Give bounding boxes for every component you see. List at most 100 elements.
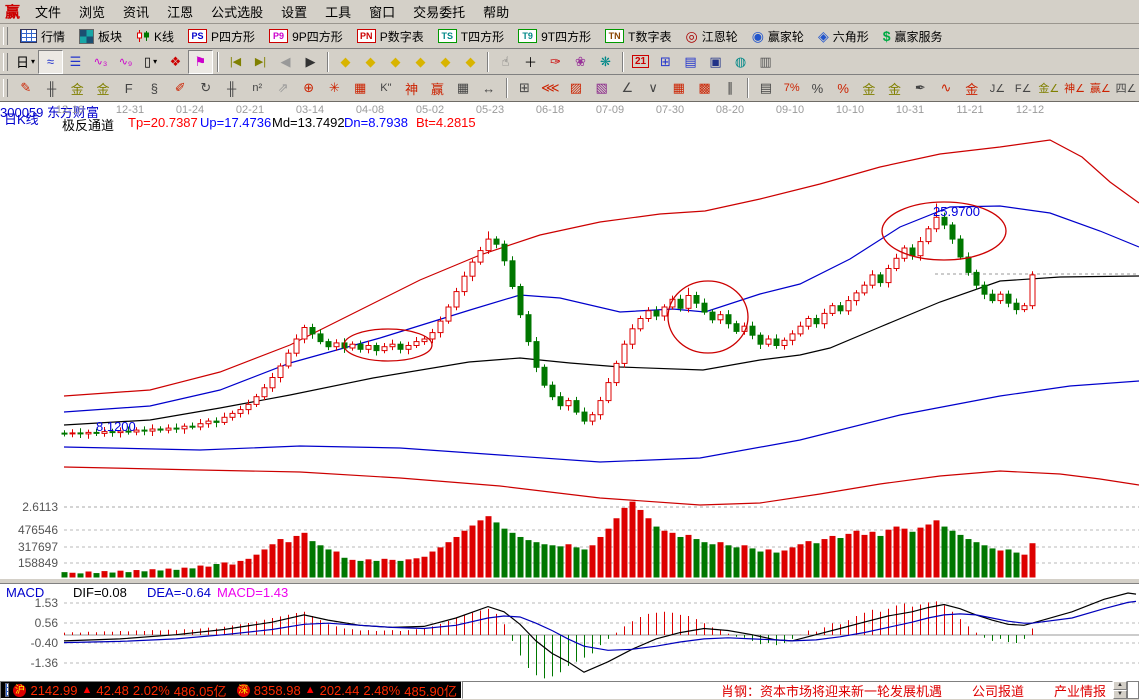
time-circle-tool[interactable]: ↻: [193, 76, 219, 100]
menu-3[interactable]: 江恩: [167, 5, 194, 20]
k-mark-tool[interactable]: K": [373, 76, 399, 100]
fan-box2-tool[interactable]: ▧: [589, 76, 615, 100]
red-grid-tool[interactable]: ▦: [347, 76, 373, 100]
grid-a-tool[interactable]: ▦: [666, 76, 692, 100]
t-square-button[interactable]: TS T四方形: [431, 26, 511, 47]
pct7-tool[interactable]: 7%: [779, 76, 805, 100]
distribution-tool[interactable]: ▤: [753, 76, 779, 100]
winner-wheel-button[interactable]: ◉ 赢家轮: [745, 26, 811, 47]
prev-button[interactable]: ◀: [273, 50, 298, 74]
angle-lines-tool[interactable]: ∠: [615, 76, 641, 100]
p9-square-button[interactable]: P9 9P四方形: [262, 26, 350, 47]
news-headline[interactable]: 肖钢：资本市场将迎来新一轮发展机遇: [720, 683, 942, 699]
gold-red-tool[interactable]: 金: [959, 76, 985, 100]
num-grid-tool[interactable]: ▦: [450, 76, 476, 100]
pen-ruler-tool[interactable]: ✐: [167, 76, 193, 100]
fan-tool[interactable]: ⋘: [537, 76, 563, 100]
four-angle-tool[interactable]: 四∠: [1113, 76, 1139, 100]
news-link-company[interactable]: 公司报道: [971, 683, 1024, 699]
go-last-button[interactable]: ▶|: [248, 50, 273, 74]
wave-9-button[interactable]: ∿₉: [113, 50, 138, 74]
notepad-button[interactable]: ▤: [678, 50, 703, 74]
menu-8[interactable]: 交易委托: [413, 5, 466, 20]
save-button[interactable]: ▣: [703, 50, 728, 74]
grid-b-tool[interactable]: ▩: [692, 76, 718, 100]
candle-style-button[interactable]: ▯ ▾: [138, 50, 163, 74]
menu-6[interactable]: 工具: [325, 5, 352, 20]
f-ruler-tool[interactable]: F: [116, 76, 142, 100]
period-day-button[interactable]: 日 ▾: [13, 50, 38, 74]
compress-x-button[interactable]: ◆: [408, 50, 433, 74]
toolbar-grip[interactable]: [3, 79, 8, 97]
gann-wheel-button[interactable]: ◎ 江恩轮: [678, 26, 744, 47]
t9-square-button[interactable]: T9 9T四方形: [511, 26, 598, 47]
gold-grid-tool[interactable]: 金: [64, 76, 90, 100]
shift-left-button[interactable]: ◆: [333, 50, 358, 74]
calendar-button[interactable]: 21: [628, 50, 653, 74]
shen-grid-tool[interactable]: 神: [399, 76, 425, 100]
win-grid-tool[interactable]: 赢: [424, 76, 450, 100]
gold-grid2-tool[interactable]: 金: [90, 76, 116, 100]
pct-tool[interactable]: %: [805, 76, 831, 100]
menu-0[interactable]: 文件: [35, 5, 62, 20]
sectors-button[interactable]: 板块: [72, 26, 129, 47]
pattern-button[interactable]: ❖: [163, 50, 188, 74]
scroll-up-icon[interactable]: ▲: [1113, 681, 1127, 690]
menu-1[interactable]: 浏览: [79, 5, 106, 20]
box-tool[interactable]: ⊞: [512, 76, 538, 100]
gold-circle-tool[interactable]: 金: [856, 76, 882, 100]
arrow-tool[interactable]: ⇗: [270, 76, 296, 100]
comb2-tool[interactable]: ╫: [219, 76, 245, 100]
quotes-button[interactable]: 行情: [13, 26, 72, 47]
calculator-button[interactable]: ⊞: [653, 50, 678, 74]
print-button[interactable]: ▥: [753, 50, 778, 74]
wave-tool[interactable]: ∿: [933, 76, 959, 100]
hexagon-button[interactable]: ◈ 六角形: [811, 26, 876, 47]
marker-button[interactable]: ✑: [543, 50, 568, 74]
ink-tool[interactable]: ✒: [907, 76, 933, 100]
fan-box-tool[interactable]: ▨: [563, 76, 589, 100]
news-scroll-spinner[interactable]: ▲ ▼: [1113, 681, 1127, 699]
j-angle-tool[interactable]: J∠: [985, 76, 1011, 100]
next-button[interactable]: ▶: [298, 50, 323, 74]
menu-7[interactable]: 窗口: [369, 5, 396, 20]
star-grid-tool[interactable]: ✳: [322, 76, 348, 100]
kline-button[interactable]: K线: [129, 26, 181, 47]
kline-chart-svg[interactable]: 25.9700 8.1200 2.6113 476546 317697 158849 1.5…: [0, 102, 1139, 681]
shift-right-button[interactable]: ◆: [358, 50, 383, 74]
win-angle-tool[interactable]: 赢∠: [1087, 76, 1113, 100]
news-ticker[interactable]: 肖钢：资本市场将迎来新一轮发展机遇 公司报道 产业情报: [462, 681, 1113, 699]
crosshair-button[interactable]: ＋: [518, 50, 543, 74]
gold-angle-tool[interactable]: 金∠: [1036, 76, 1062, 100]
shen-angle-tool[interactable]: 神∠: [1062, 76, 1088, 100]
dropdown-arrow-icon[interactable]: ▾: [31, 57, 36, 66]
n-square-tool[interactable]: n²: [244, 76, 270, 100]
spiral-tool[interactable]: §: [142, 76, 168, 100]
go-first-button[interactable]: |◀: [223, 50, 248, 74]
gann-comb-tool[interactable]: ╫: [39, 76, 65, 100]
menu-5[interactable]: 设置: [281, 5, 308, 20]
span-arrows-tool[interactable]: ↔: [476, 76, 502, 100]
target-tool[interactable]: ⊕: [296, 76, 322, 100]
pane-separator[interactable]: [0, 578, 1139, 584]
compress-y-button[interactable]: ◆: [458, 50, 483, 74]
expand-y-button[interactable]: ◆: [433, 50, 458, 74]
toolbar-grip[interactable]: [3, 27, 8, 45]
hand-button[interactable]: ☝: [493, 50, 518, 74]
winner-service-button[interactable]: $ 赢家服务: [876, 26, 950, 47]
news-link-industry[interactable]: 产业情报: [1053, 683, 1106, 699]
menu-2[interactable]: 资讯: [123, 5, 150, 20]
t-number-button[interactable]: TN T数字表: [598, 26, 678, 47]
flag-histogram-button[interactable]: ⚑: [188, 49, 213, 74]
menu-9[interactable]: 帮助: [483, 5, 510, 20]
dropdown-arrow-icon[interactable]: ▾: [153, 57, 158, 66]
draw-pen-tool[interactable]: ✎: [13, 76, 39, 100]
expand-x-button[interactable]: ◆: [383, 50, 408, 74]
scribble-button[interactable]: ≈: [38, 49, 63, 74]
p-square-button[interactable]: PS P四方形: [181, 26, 262, 47]
toolbar-grip[interactable]: [3, 52, 8, 71]
quote-table-icon[interactable]: [5, 683, 10, 697]
scroll-down-icon[interactable]: ▼: [1113, 690, 1127, 699]
f-angle-tool[interactable]: F∠: [1010, 76, 1036, 100]
brain-button[interactable]: ❋: [593, 50, 618, 74]
